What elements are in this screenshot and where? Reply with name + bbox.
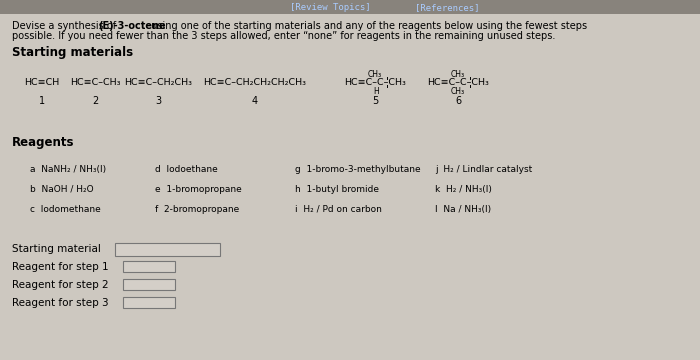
Text: d  Iodoethane: d Iodoethane xyxy=(155,165,218,174)
Text: HC≡C–C–CH₃: HC≡C–C–CH₃ xyxy=(427,78,489,87)
Text: Starting material: Starting material xyxy=(12,244,101,254)
Text: h  1-butyl bromide: h 1-butyl bromide xyxy=(295,185,379,194)
FancyBboxPatch shape xyxy=(123,297,175,308)
Text: e  1-bromopropane: e 1-bromopropane xyxy=(155,185,241,194)
Text: k  H₂ / NH₃(l): k H₂ / NH₃(l) xyxy=(435,185,492,194)
Text: using one of the starting materials and any of the reagents below using the fewe: using one of the starting materials and … xyxy=(148,21,587,31)
Text: f  2-bromopropane: f 2-bromopropane xyxy=(155,205,239,214)
Text: HC≡C–CH₃: HC≡C–CH₃ xyxy=(70,78,120,87)
Text: possible. If you need fewer than the 3 steps allowed, enter “none” for reagents : possible. If you need fewer than the 3 s… xyxy=(12,31,555,41)
Text: (E)-3-octene: (E)-3-octene xyxy=(98,21,166,31)
Text: H: H xyxy=(373,87,379,96)
Text: Reagent for step 2: Reagent for step 2 xyxy=(12,280,109,290)
FancyBboxPatch shape xyxy=(115,243,220,256)
Text: HC≡C–CH₂CH₂CH₂CH₃: HC≡C–CH₂CH₂CH₂CH₃ xyxy=(204,78,307,87)
Text: CH₃: CH₃ xyxy=(451,87,465,96)
Text: 3: 3 xyxy=(155,96,161,106)
Text: HC≡C–C–CH₃: HC≡C–C–CH₃ xyxy=(344,78,406,87)
Text: c  Iodomethane: c Iodomethane xyxy=(30,205,101,214)
Text: j  H₂ / Lindlar catalyst: j H₂ / Lindlar catalyst xyxy=(435,165,532,174)
Text: Reagents: Reagents xyxy=(12,136,74,149)
Text: CH₃: CH₃ xyxy=(451,70,465,79)
Text: 6: 6 xyxy=(455,96,461,106)
Text: 2: 2 xyxy=(92,96,98,106)
Text: Devise a synthesis of: Devise a synthesis of xyxy=(12,21,119,31)
Text: 4: 4 xyxy=(252,96,258,106)
Text: Starting materials: Starting materials xyxy=(12,46,133,59)
Text: Reagent for step 1: Reagent for step 1 xyxy=(12,262,109,272)
Text: 1: 1 xyxy=(39,96,45,106)
Text: a  NaNH₂ / NH₃(l): a NaNH₂ / NH₃(l) xyxy=(30,165,106,174)
Bar xyxy=(0,0,700,14)
Text: b  NaOH / H₂O: b NaOH / H₂O xyxy=(30,185,94,194)
Text: 5: 5 xyxy=(372,96,378,106)
Text: HC≡CH: HC≡CH xyxy=(25,78,60,87)
Text: g  1-bromo-3-methylbutane: g 1-bromo-3-methylbutane xyxy=(295,165,421,174)
FancyBboxPatch shape xyxy=(123,279,175,290)
Text: HC≡C–CH₂CH₃: HC≡C–CH₂CH₃ xyxy=(124,78,192,87)
Text: l  Na / NH₃(l): l Na / NH₃(l) xyxy=(435,205,491,214)
Text: CH₃: CH₃ xyxy=(368,70,382,79)
Text: [Review Topics]: [Review Topics] xyxy=(290,4,370,13)
Text: [References]: [References] xyxy=(415,4,480,13)
Text: Reagent for step 3: Reagent for step 3 xyxy=(12,298,109,308)
Text: i  H₂ / Pd on carbon: i H₂ / Pd on carbon xyxy=(295,205,382,214)
FancyBboxPatch shape xyxy=(123,261,175,272)
